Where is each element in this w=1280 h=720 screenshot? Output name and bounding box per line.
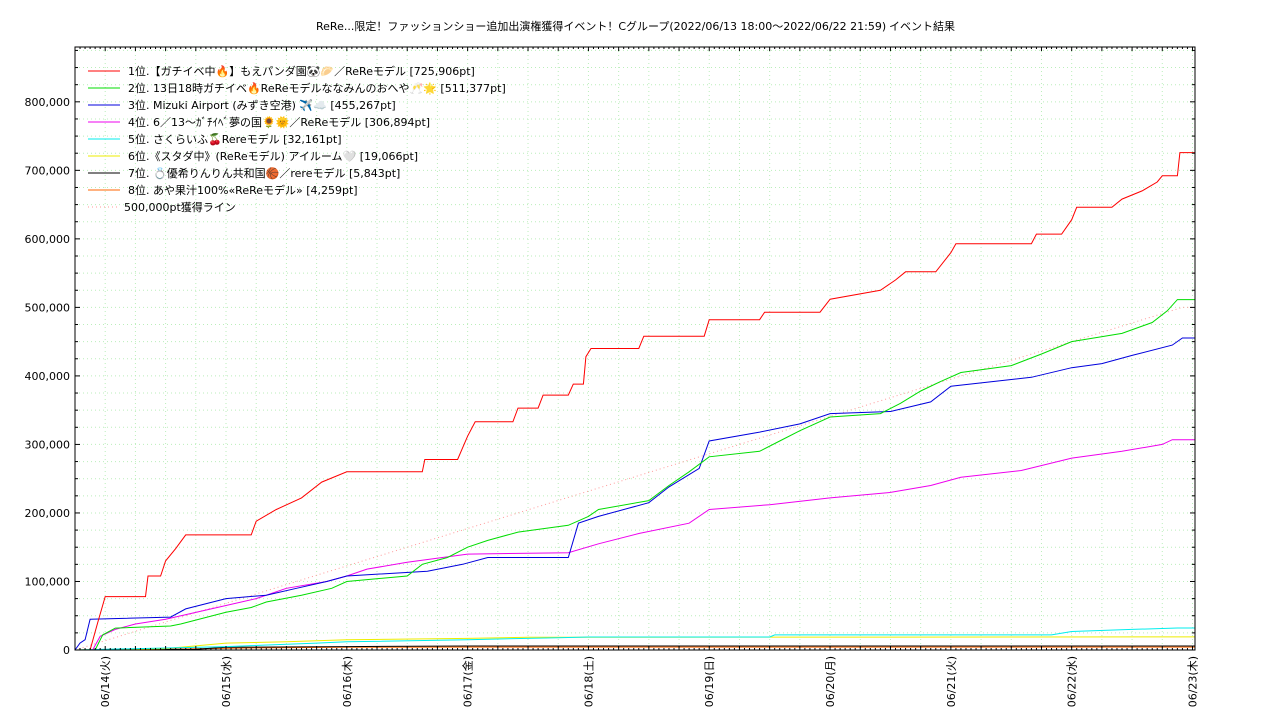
series-line <box>74 627 1195 651</box>
x-tick-label: 06/16(木) <box>341 656 354 707</box>
y-tick-label: 600,000 <box>25 233 71 246</box>
legend-label: 5位. さくらいふ🍒Rereモデル [32,161pt] <box>128 132 342 146</box>
x-tick-label: 06/18(土) <box>582 656 595 707</box>
y-tick-label: 300,000 <box>25 438 71 451</box>
x-axis-labels: 06/14(火) 06/15(水) 06/16(木) 06/17(金) 06/18(土)… <box>99 656 1199 707</box>
y-tick-label: 800,000 <box>25 96 71 109</box>
x-tick-label: 06/22(水) <box>1066 656 1079 707</box>
chart-title: ReRe...限定！ファッションショー追加出演権獲得イベント！Cグループ(202… <box>316 19 886 33</box>
x-tick-label: 06/14(火) <box>99 656 112 707</box>
y-tick-label: 0 <box>63 644 70 657</box>
y-tick-label: 200,000 <box>25 507 71 520</box>
x-tick-label: 06/23(木) <box>1186 656 1199 707</box>
plot-frame <box>74 46 1196 651</box>
legend-label: 4位. 6／13〜ｶﾞﾁｲﾍﾞ夢の国🌻🌞／ReReモデル [306,894pt] <box>128 115 430 129</box>
y-tick-label: 700,000 <box>25 164 71 177</box>
y-axis-labels: 0 100,000 200,000 300,000 400,000 500,000 600,… <box>25 96 71 657</box>
axis-ticks <box>74 47 1195 651</box>
x-tick-label: 06/21(火) <box>945 656 958 707</box>
series-line <box>74 636 1195 651</box>
legend-label: 500,000pt獲得ライン <box>124 201 236 214</box>
y-tick-label: 400,000 <box>25 370 71 383</box>
legend-label: 3位. Mizuki Airport (みずき空港) ✈️☁️ [455,267… <box>128 98 396 112</box>
x-tick-label: 06/19(日) <box>703 656 716 707</box>
legend-label: 2位. 13日18時ガチイベ🔥ReReモデルななみんのおへや🥂🌟 [511,37… <box>128 81 506 95</box>
x-tick-label: 06/15(水) <box>220 656 233 707</box>
chart-subtitle: イベント結果 <box>889 19 955 33</box>
series-line <box>75 439 1195 651</box>
legend: 1位.【ガチイベ中🔥】もえパンダ園🐼🥟／ReReモデル [725,906pt] 2… <box>88 64 506 214</box>
grid-lines <box>74 47 1195 651</box>
series-line <box>75 299 1195 651</box>
x-tick-label: 06/20(月) <box>824 656 837 707</box>
series-line <box>74 337 1195 651</box>
legend-label: 1位.【ガチイベ中🔥】もえパンダ園🐼🥟／ReReモデル [725,906pt] <box>128 64 475 78</box>
legend-label: 6位.《スタダ中》(ReReモデル) アイルーム🤍 [19,066pt] <box>128 149 418 163</box>
legend-label: 8位. あや果汁100%«ReReモデル» [4,259pt] <box>128 183 358 197</box>
legend-label: 7位. 💍優希りんりん共和国🏀／rereモデル [5,843pt] <box>128 166 400 181</box>
series-line <box>75 152 1195 651</box>
y-tick-label: 500,000 <box>25 301 71 314</box>
x-tick-label: 06/17(金) <box>461 656 475 707</box>
y-tick-label: 100,000 <box>25 575 71 588</box>
